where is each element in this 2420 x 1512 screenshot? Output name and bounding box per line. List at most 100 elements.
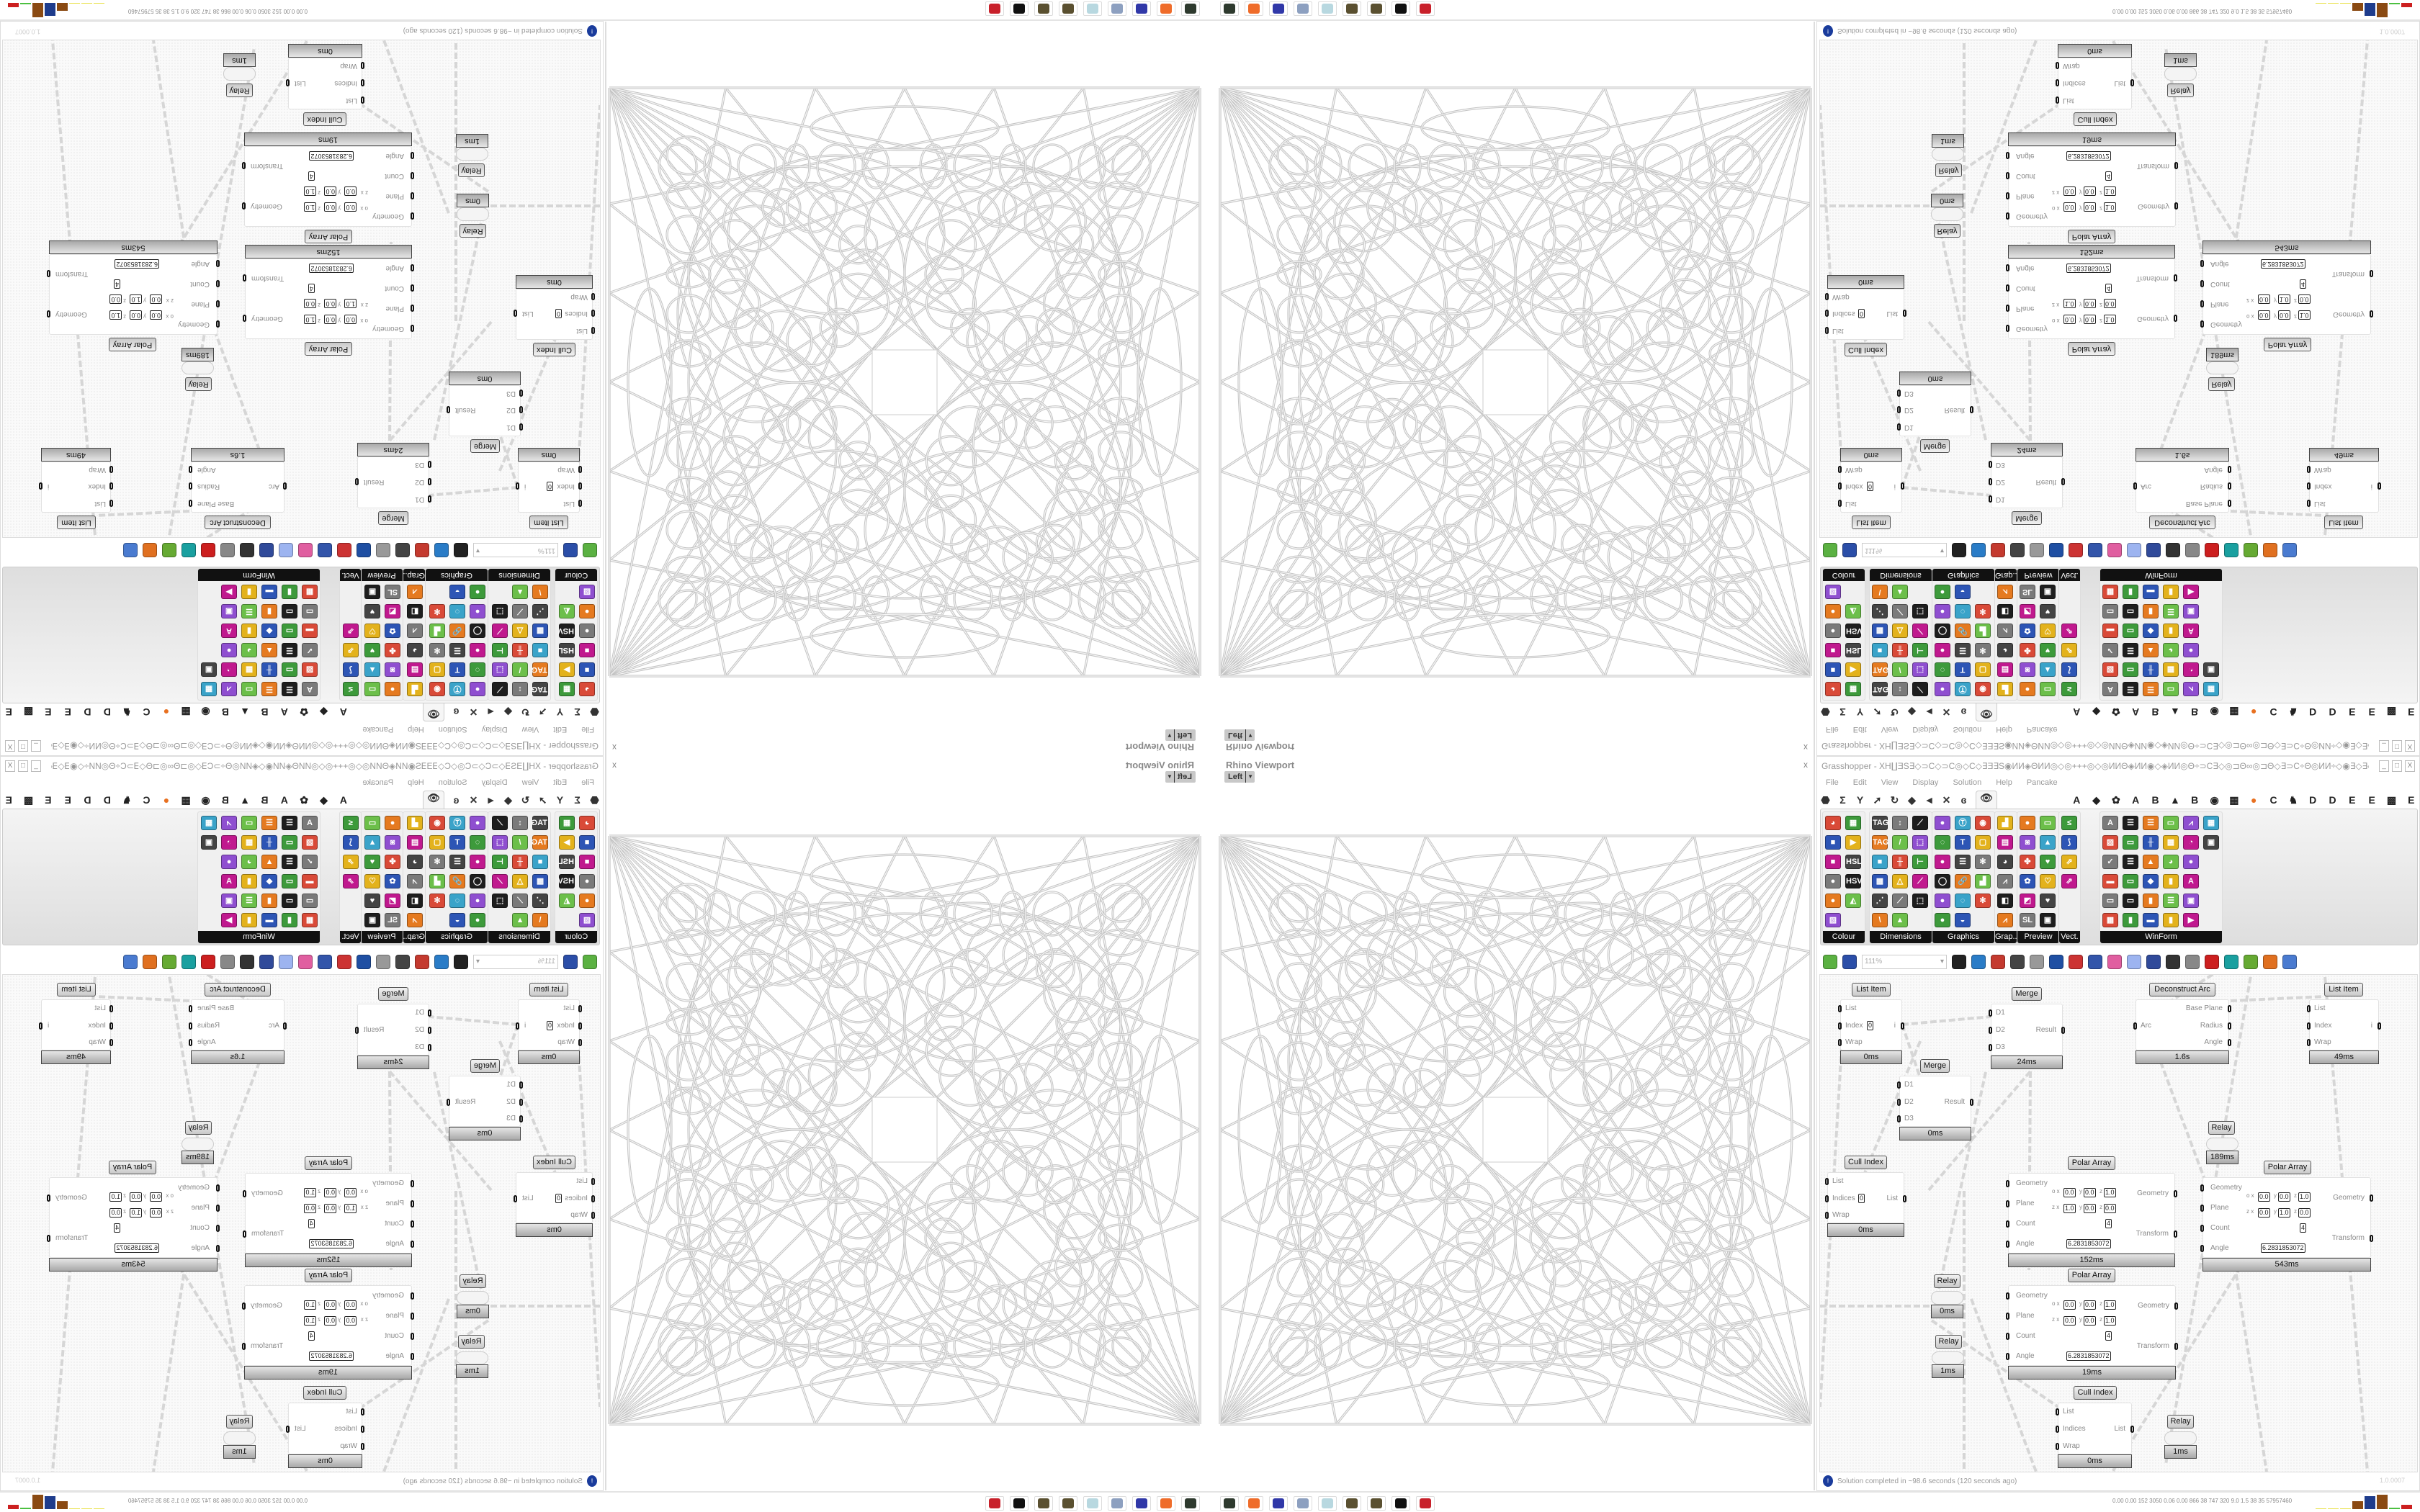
plane-value[interactable]: 1.0 — [2104, 1188, 2116, 1197]
component-icon[interactable]: ▭ — [282, 894, 297, 908]
plane-value[interactable]: 1.0 — [109, 1192, 122, 1202]
component-icon[interactable]: ▲ — [512, 585, 528, 599]
count-value[interactable]: 4 — [308, 171, 315, 181]
component-icon[interactable]: ✓ — [2102, 643, 2118, 657]
red-gem-icon[interactable] — [2205, 955, 2219, 969]
output-grip[interactable] — [2378, 1022, 2381, 1030]
tab-icon[interactable]: ✕ — [469, 793, 478, 806]
plane-value[interactable]: 1.0 — [304, 315, 316, 324]
component-icon[interactable]: ╫ — [1892, 643, 1908, 657]
seed-taskbar-button[interactable] — [1367, 1496, 1386, 1511]
launcher-taskbar-button[interactable] — [1220, 1, 1239, 16]
input-grip[interactable] — [1825, 1177, 1829, 1185]
component-icon[interactable]: ☰ — [241, 604, 257, 618]
input-grip[interactable] — [2056, 1426, 2059, 1433]
files-taskbar-button[interactable] — [1294, 1, 1312, 16]
bake-icon[interactable] — [2010, 955, 2025, 969]
tab-icon[interactable]: ◄ — [485, 706, 496, 718]
panel-title[interactable]: Graphics — [1932, 569, 1994, 581]
component-icon[interactable]: ▬ — [302, 874, 318, 888]
list-item-node[interactable]: List Index Wrap i 0 — [516, 999, 582, 1050]
merge-node[interactable]: D1 D2 D3 Result — [355, 1004, 431, 1056]
plane-value[interactable]: 0.0 — [2084, 315, 2096, 324]
input-grip[interactable] — [283, 1022, 287, 1030]
package-icon[interactable] — [298, 543, 313, 557]
component-icon[interactable]: ⟋ — [1892, 894, 1908, 908]
relay-node[interactable] — [2206, 1138, 2238, 1151]
tab-icon[interactable]: ➚ — [1873, 706, 1882, 719]
deconstruct-arc-title[interactable]: Deconstruct Arc — [2149, 983, 2215, 996]
component-icon[interactable]: A — [2102, 682, 2118, 696]
output-grip[interactable] — [355, 1027, 359, 1034]
plane-value[interactable]: 0.0 — [344, 186, 357, 196]
index-value[interactable]: 0 — [1867, 482, 1874, 492]
component-icon[interactable]: HSV — [557, 874, 575, 888]
relay-title[interactable]: Relay — [458, 163, 485, 177]
twist-icon[interactable] — [2224, 543, 2238, 557]
tab-letter[interactable]: B — [2151, 706, 2159, 718]
close-button[interactable]: X — [5, 740, 15, 752]
index-value[interactable]: 0 — [546, 482, 553, 492]
relay-title[interactable]: Relay — [1934, 224, 1960, 238]
plane-value[interactable]: 1.0 — [2104, 1316, 2116, 1326]
component-icon[interactable]: ▦ — [532, 874, 548, 888]
component-icon[interactable]: ● — [579, 874, 595, 888]
panel-title[interactable]: Preview — [361, 931, 403, 943]
component-icon[interactable]: ▮ — [261, 604, 277, 618]
new-file-icon[interactable] — [583, 543, 597, 557]
output-grip[interactable] — [2228, 465, 2231, 473]
component-icon[interactable]: ◌ — [449, 604, 465, 618]
component-icon[interactable]: \ — [1872, 585, 1888, 599]
input-grip[interactable] — [109, 1022, 113, 1030]
tab-letter[interactable]: B — [221, 706, 229, 718]
component-icon[interactable]: Ⓣ — [1955, 816, 1971, 830]
input-grip[interactable] — [1989, 1027, 1992, 1034]
relay-node[interactable] — [182, 361, 214, 374]
component-icon[interactable]: ▤ — [1997, 835, 2013, 850]
component-icon[interactable]: ◕ — [2163, 643, 2179, 657]
input-grip[interactable] — [519, 406, 523, 414]
component-icon[interactable]: ▭ — [364, 682, 380, 696]
menu-display[interactable]: Display — [481, 725, 508, 734]
component-icon[interactable]: ▶ — [559, 662, 575, 677]
output-grip[interactable] — [2228, 482, 2231, 490]
component-icon[interactable]: ◩ — [385, 894, 400, 908]
polar-array-title[interactable]: Polar Array — [2264, 1161, 2311, 1174]
component-icon[interactable]: ▦ — [1872, 624, 1888, 638]
component-icon[interactable]: ⟋ — [1912, 816, 1928, 830]
component-icon[interactable]: ◭ — [1845, 604, 1861, 618]
output-grip[interactable] — [514, 1194, 517, 1202]
gha-icon[interactable] — [2049, 543, 2063, 557]
tab-icon[interactable]: ↻ — [1890, 706, 1899, 719]
plane-value[interactable]: 0.0 — [324, 315, 336, 324]
sketch-icon[interactable] — [1991, 955, 2005, 969]
component-icon[interactable]: ◔ — [2183, 835, 2199, 850]
component-icon[interactable]: ▲ — [261, 643, 277, 657]
cross-wires-icon[interactable] — [2146, 543, 2161, 557]
lightbulb-icon[interactable] — [2127, 543, 2141, 557]
component-icon[interactable]: ◩ — [2020, 894, 2035, 908]
component-icon[interactable]: ♡ — [2040, 874, 2056, 888]
component-icon[interactable]: ⇗ — [343, 624, 359, 638]
relay-title[interactable]: Relay — [2208, 1121, 2235, 1135]
menu-help[interactable]: Help — [408, 725, 424, 734]
component-icon[interactable]: ◌ — [1955, 894, 1971, 908]
input-grip[interactable] — [591, 1194, 595, 1202]
component-icon[interactable]: ▢ — [1975, 662, 1991, 677]
component-icon[interactable]: ✤ — [2020, 855, 2035, 869]
tab-icon[interactable]: ◄ — [485, 794, 496, 806]
output-grip[interactable] — [189, 500, 192, 508]
menu-display[interactable]: Display — [1912, 725, 1939, 734]
sketch-icon[interactable] — [415, 955, 429, 969]
at-icon[interactable] — [2030, 955, 2044, 969]
launcher-taskbar-button[interactable] — [1181, 1496, 1200, 1511]
plane-value[interactable]: 0.0 — [2278, 310, 2290, 320]
seed-taskbar-button[interactable] — [1343, 1496, 1361, 1511]
component-icon[interactable]: ▭ — [364, 816, 380, 830]
component-icon[interactable]: ● — [470, 682, 485, 696]
tag-icon[interactable] — [2185, 955, 2200, 969]
plane-value[interactable]: 0.0 — [2084, 299, 2096, 308]
component-icon[interactable]: ☰ — [282, 816, 297, 830]
input-grip[interactable] — [591, 327, 595, 335]
cross-wires-icon[interactable] — [259, 955, 274, 969]
